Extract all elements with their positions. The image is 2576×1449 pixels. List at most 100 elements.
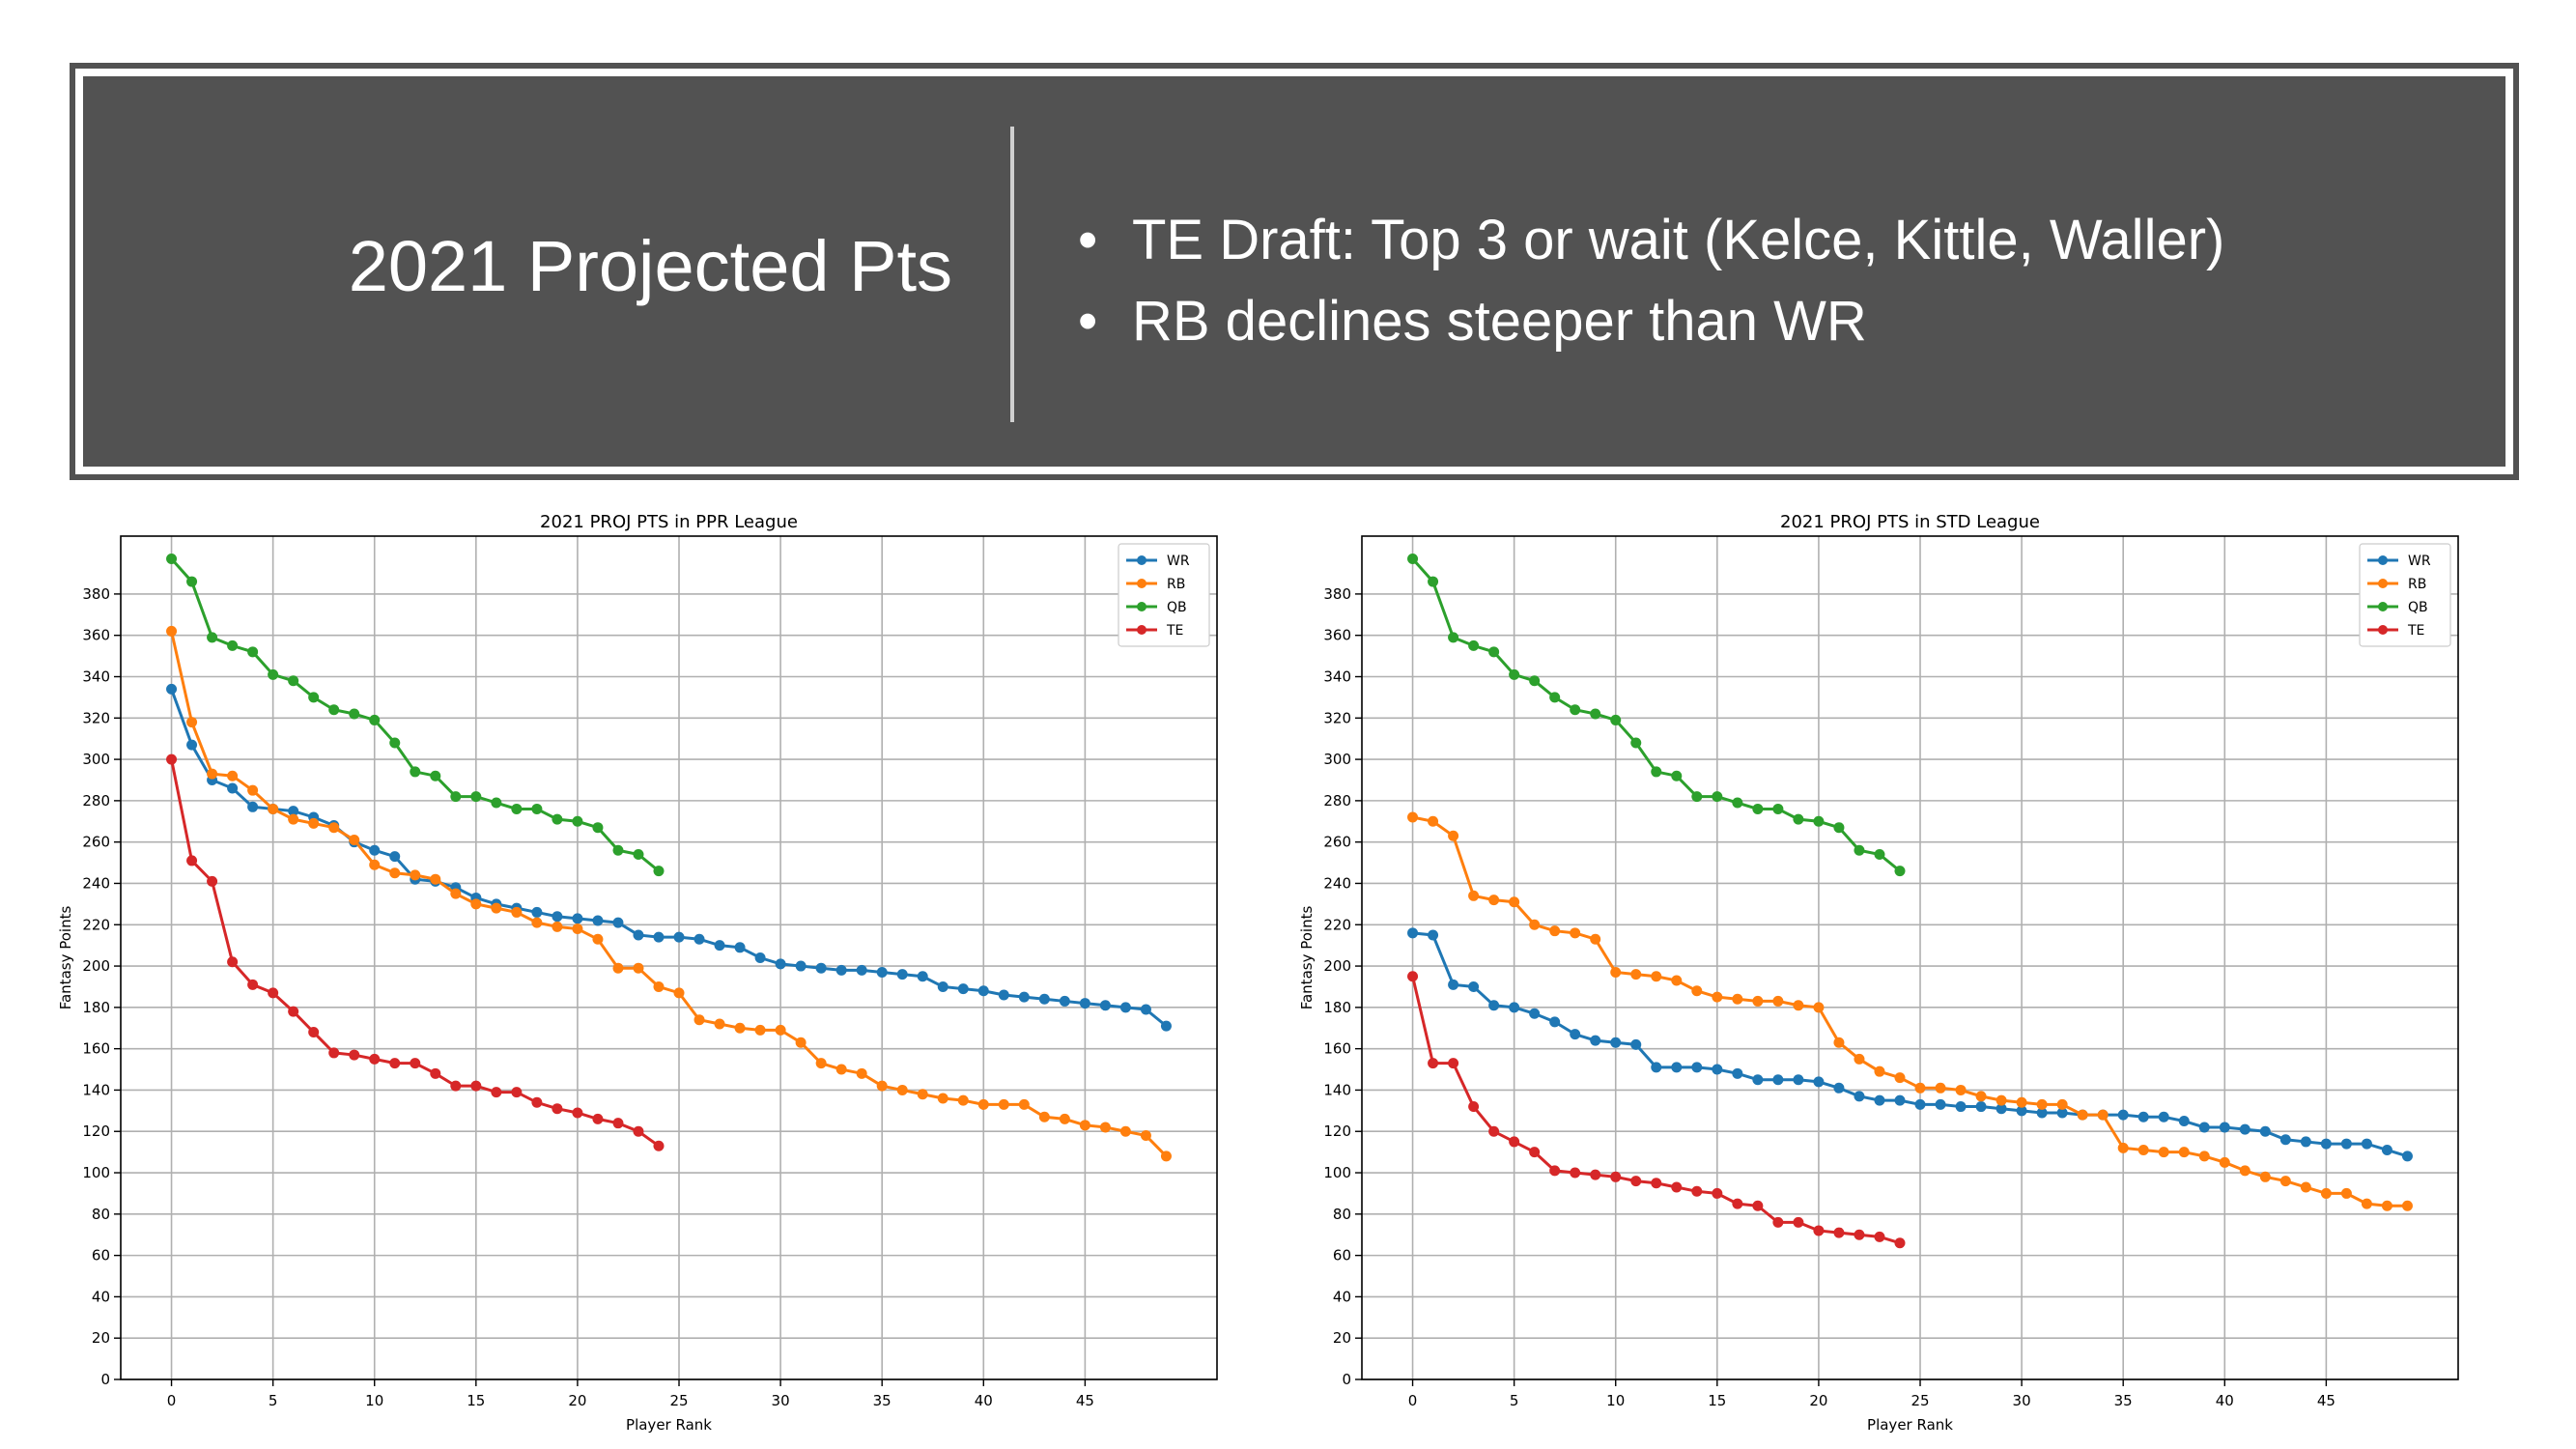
data-point bbox=[714, 940, 725, 952]
data-point bbox=[2036, 1098, 2048, 1110]
vertical-divider bbox=[1010, 127, 1014, 422]
y-tick-label: 260 bbox=[82, 834, 110, 851]
data-point bbox=[389, 867, 401, 879]
data-point bbox=[775, 958, 786, 970]
data-point bbox=[1630, 969, 1642, 980]
data-point bbox=[1793, 1000, 1804, 1011]
data-point bbox=[2361, 1198, 2372, 1209]
data-point bbox=[410, 1058, 421, 1069]
data-point bbox=[288, 1006, 299, 1017]
data-point bbox=[2361, 1138, 2372, 1150]
data-point bbox=[1651, 1062, 1662, 1073]
chart-std: 0 5 10 15 20 25 30 35 40 45 0 20 40 60 80 100 120 140 160 1… bbox=[1298, 512, 2459, 1434]
data-point bbox=[2279, 1134, 2291, 1146]
plot-frame bbox=[1361, 535, 2459, 1380]
data-point bbox=[856, 1067, 867, 1079]
y-tick-label: 120 bbox=[1323, 1122, 1351, 1140]
data-point bbox=[410, 766, 421, 778]
data-point bbox=[572, 913, 583, 924]
bullet-dot-icon: • bbox=[1078, 209, 1098, 271]
data-point bbox=[2117, 1142, 2129, 1153]
data-point bbox=[795, 960, 807, 972]
data-point bbox=[754, 1024, 766, 1036]
series-rb bbox=[166, 625, 1172, 1162]
data-point bbox=[186, 739, 198, 751]
data-point bbox=[1874, 1094, 1885, 1106]
data-point bbox=[1671, 1181, 1683, 1193]
data-point bbox=[511, 906, 523, 918]
bullet-item: • RB declines steeper than WR bbox=[1078, 281, 2224, 362]
data-point bbox=[592, 915, 604, 926]
series-qb bbox=[1407, 554, 1906, 877]
data-point bbox=[552, 911, 563, 923]
data-point bbox=[531, 906, 543, 918]
data-point bbox=[2016, 1096, 2027, 1108]
data-point bbox=[1691, 985, 1703, 997]
data-point bbox=[1079, 998, 1090, 1009]
x-axis-label: Player Rank bbox=[1867, 1416, 1953, 1434]
data-point bbox=[1752, 1200, 1764, 1211]
data-point bbox=[1854, 844, 1865, 856]
data-point bbox=[694, 933, 705, 945]
data-point bbox=[1874, 849, 1885, 861]
y-tick-label: 240 bbox=[1323, 874, 1351, 892]
x-tick-label: 30 bbox=[2013, 1392, 2031, 1409]
data-point bbox=[288, 813, 299, 825]
data-point bbox=[1772, 803, 1784, 814]
data-point bbox=[1099, 1000, 1111, 1011]
data-point bbox=[1529, 1147, 1541, 1158]
data-point bbox=[835, 1064, 847, 1075]
data-point bbox=[572, 923, 583, 935]
data-point bbox=[1752, 803, 1764, 814]
legend-box bbox=[1118, 543, 1210, 647]
data-point bbox=[389, 1058, 401, 1069]
x-tick-label: 45 bbox=[1076, 1392, 1094, 1409]
y-tick-label: 160 bbox=[82, 1040, 110, 1058]
data-point bbox=[1914, 1098, 1926, 1110]
data-point bbox=[1813, 1076, 1825, 1088]
data-point bbox=[612, 1118, 624, 1129]
data-point bbox=[1854, 1229, 1865, 1240]
data-point bbox=[1140, 1130, 1151, 1142]
data-point bbox=[714, 1018, 725, 1030]
data-point bbox=[835, 964, 847, 976]
data-point bbox=[470, 791, 482, 803]
data-point bbox=[1955, 1084, 1967, 1095]
y-tick-label: 360 bbox=[1323, 627, 1351, 644]
legend-label: RB bbox=[1167, 577, 1185, 592]
data-point bbox=[1630, 737, 1642, 749]
data-point bbox=[2097, 1109, 2109, 1121]
data-point bbox=[1079, 1120, 1090, 1131]
data-point bbox=[268, 803, 279, 814]
data-point bbox=[1407, 971, 1419, 982]
data-point bbox=[1018, 1098, 1030, 1110]
data-point bbox=[1099, 1122, 1111, 1133]
data-point bbox=[1813, 1225, 1825, 1236]
data-point bbox=[1160, 1151, 1172, 1162]
series-line bbox=[1412, 815, 2408, 1208]
data-point bbox=[917, 971, 928, 982]
data-point bbox=[1570, 1029, 1581, 1040]
data-point bbox=[1894, 1094, 1906, 1106]
data-point bbox=[186, 855, 198, 867]
data-point bbox=[1691, 791, 1703, 803]
data-point bbox=[186, 576, 198, 587]
y-tick-label: 240 bbox=[82, 874, 110, 892]
data-point bbox=[1854, 1053, 1865, 1065]
data-point bbox=[1590, 708, 1601, 720]
series-line bbox=[170, 688, 1168, 1028]
header-banner-frame: 2021 Projected Pts • TE Draft: Top 3 or w… bbox=[70, 63, 2519, 480]
series-line bbox=[170, 631, 1168, 1157]
legend-label: TE bbox=[1166, 623, 1183, 639]
data-point bbox=[268, 668, 279, 680]
x-tick-label: 25 bbox=[1911, 1392, 1929, 1409]
data-point bbox=[1671, 1062, 1683, 1073]
data-point bbox=[2056, 1098, 2068, 1110]
data-point bbox=[653, 980, 665, 992]
data-point bbox=[1407, 554, 1419, 565]
data-point bbox=[2016, 1105, 2027, 1117]
data-point bbox=[734, 1022, 746, 1034]
data-point bbox=[2239, 1165, 2250, 1177]
data-point bbox=[247, 801, 259, 812]
data-point bbox=[1407, 927, 1419, 939]
